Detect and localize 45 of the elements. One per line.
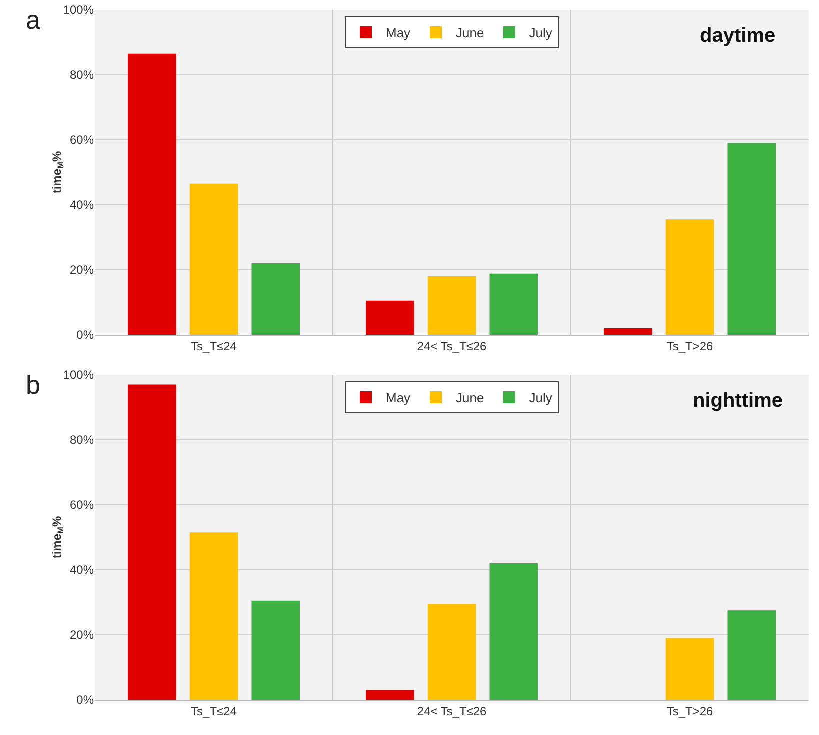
bar bbox=[366, 300, 414, 335]
y-tick-label: 0% bbox=[76, 328, 94, 342]
legend-label: July bbox=[529, 26, 553, 41]
annotation: nighttime bbox=[693, 390, 783, 412]
bar bbox=[128, 54, 176, 335]
legend-label: July bbox=[529, 390, 553, 406]
x-tick-label: Ts_T≤24 bbox=[191, 704, 238, 718]
chart-title: b bbox=[26, 370, 40, 400]
y-tick-label: 100% bbox=[63, 3, 94, 18]
y-tick-label: 80% bbox=[70, 433, 94, 448]
y-tick-label: 40% bbox=[70, 563, 94, 578]
bar bbox=[428, 604, 476, 700]
y-tick-label: 80% bbox=[70, 68, 94, 82]
bar bbox=[604, 328, 652, 335]
x-tick-label: Ts_T>26 bbox=[666, 704, 714, 718]
y-tick-label: 40% bbox=[70, 198, 94, 212]
legend-label: June bbox=[456, 390, 484, 406]
y-tick-label: 100% bbox=[63, 368, 94, 382]
bar bbox=[366, 690, 414, 700]
legend-label: May bbox=[386, 390, 412, 406]
y-tick-label: 20% bbox=[70, 628, 94, 642]
x-tick-label: 24< Ts_T≤26 bbox=[417, 704, 488, 718]
bar bbox=[252, 264, 300, 335]
bar bbox=[428, 276, 476, 335]
bar bbox=[252, 600, 300, 700]
x-tick-label: Ts_T≤24 bbox=[191, 339, 238, 354]
legend-label: May bbox=[386, 26, 412, 41]
y-tick-label: 20% bbox=[70, 263, 94, 278]
legend-label: June bbox=[456, 26, 484, 41]
bar bbox=[728, 610, 776, 700]
bar bbox=[666, 638, 714, 700]
y-tick-label: 60% bbox=[70, 498, 94, 512]
x-tick-label: 24< Ts_T≤26 bbox=[417, 339, 488, 354]
bar bbox=[190, 184, 238, 335]
x-tick-label: Ts_T>26 bbox=[666, 339, 714, 354]
annotation: daytime bbox=[700, 25, 776, 47]
bar bbox=[128, 384, 176, 700]
bar bbox=[728, 143, 776, 335]
bar bbox=[190, 532, 238, 700]
y-tick-label: 60% bbox=[70, 133, 94, 148]
bar bbox=[666, 220, 714, 335]
bar bbox=[490, 274, 538, 335]
bar bbox=[490, 564, 538, 700]
y-tick-label: 0% bbox=[76, 693, 94, 708]
chart-title: a bbox=[26, 5, 41, 35]
